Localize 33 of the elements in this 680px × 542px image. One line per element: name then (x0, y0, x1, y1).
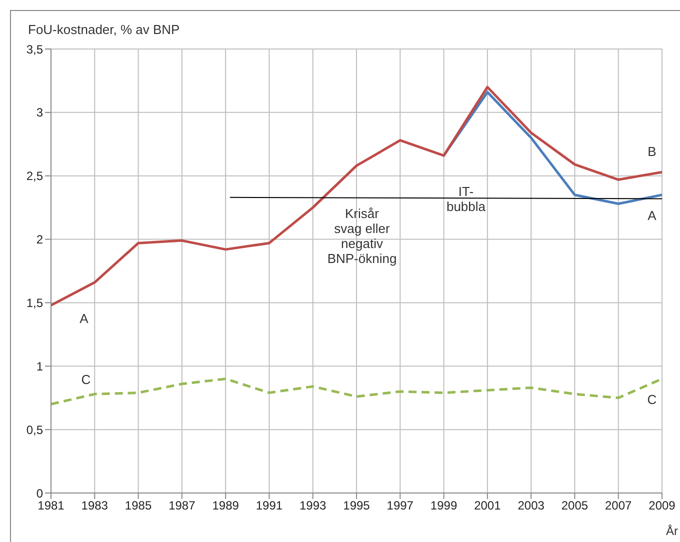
x-tick-label: 2007 (605, 498, 632, 513)
annotation: IT- bubbla (446, 184, 486, 214)
line-series (51, 86, 662, 306)
y-tick-label: 0,5 (26, 422, 44, 437)
y-tick-label: 2 (36, 232, 44, 247)
x-tick-label: 1981 (38, 498, 65, 513)
x-tick-label: 2009 (648, 498, 676, 513)
annotation: Krisår svag eller negativ BNP-ökning (327, 206, 397, 266)
x-tick-label: 1987 (168, 498, 196, 513)
x-tick-label: 1999 (430, 498, 458, 513)
x-tick-label: 2003 (518, 498, 545, 513)
y-tick-label: 1 (36, 359, 44, 374)
x-tick-label: 2005 (561, 498, 588, 513)
y-tick-label: 0 (36, 486, 44, 500)
annotation: C (81, 372, 91, 387)
y-tick-label: 3,5 (26, 42, 44, 56)
x-tick-label: 1993 (300, 498, 327, 513)
x-tick-label: 1995 (343, 498, 370, 513)
y-tick-label: 3 (36, 106, 44, 120)
series-label: C (647, 392, 657, 408)
x-tick-label: 1983 (81, 498, 108, 513)
annotation: A (80, 311, 88, 326)
x-tick-label: 1989 (212, 498, 240, 513)
x-tick-label: 2001 (474, 498, 502, 513)
x-tick-label: 1991 (256, 498, 283, 513)
x-tick-label: 1997 (386, 498, 414, 513)
y-axis-title: FoU-kostnader, % av BNP (28, 22, 180, 37)
y-tick-label: 1,5 (26, 296, 44, 310)
y-tick-label: 2,5 (26, 169, 44, 184)
x-tick-label: 1985 (124, 498, 152, 513)
x-axis-title: År (666, 524, 678, 538)
series-label: A (648, 208, 657, 224)
series-label: B (648, 144, 656, 160)
